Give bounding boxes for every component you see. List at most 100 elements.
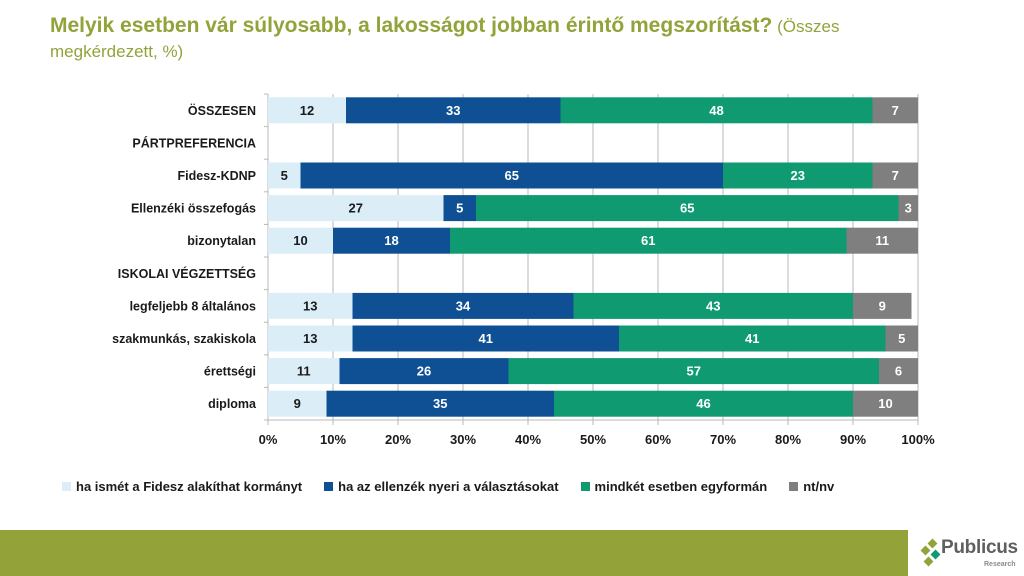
- data-label: 23: [791, 168, 805, 183]
- category-label: PÁRTPREFERENCIA: [132, 135, 256, 150]
- legend-item: mindkét esetben egyformán: [580, 479, 768, 494]
- data-label: 57: [687, 364, 701, 379]
- x-tick-label: 70%: [710, 432, 736, 447]
- bar-segment: [268, 97, 346, 124]
- x-axis: 0% 10% 20% 30% 40% 50% 60% 70% 80% 90% 100%: [259, 432, 935, 447]
- data-label: 27: [349, 201, 363, 216]
- data-label: 7: [892, 103, 899, 118]
- legend-item: nt/nv: [789, 479, 834, 494]
- data-label: 10: [878, 396, 892, 411]
- x-tick-label: 60%: [645, 432, 671, 447]
- bar-segment: [326, 390, 554, 417]
- data-label: 26: [417, 364, 431, 379]
- data-label: 46: [696, 396, 710, 411]
- category-label: Ellenzéki összefogás: [131, 202, 256, 216]
- bar-segment: [619, 325, 886, 352]
- x-tick-label: 90%: [840, 432, 866, 447]
- category-label: Fidesz-KDNP: [178, 169, 256, 183]
- bar-segment: [885, 325, 918, 352]
- data-label: 65: [680, 201, 694, 216]
- data-label: 13: [303, 331, 317, 346]
- legend: ha ismét a Fidesz alakíthat kormányt ha a…: [62, 479, 856, 494]
- x-tick-label: 80%: [775, 432, 801, 447]
- legend-swatch: [789, 482, 799, 491]
- category-label: bizonytalan: [187, 234, 256, 248]
- chart-title-main: Melyik esetben vár súlyosabb, a lakosság…: [50, 14, 773, 37]
- legend-label: ha az ellenzék nyeri a választásokat: [338, 479, 559, 494]
- publicus-logo: Publicus Research: [917, 535, 1024, 573]
- data-label: 41: [479, 331, 493, 346]
- bar-segment: [268, 358, 340, 385]
- data-label: 18: [384, 233, 398, 248]
- bar-segment: [872, 97, 918, 124]
- legend-label: ha ismét a Fidesz alakíthat kormányt: [76, 479, 303, 494]
- data-label: 48: [709, 103, 723, 118]
- logo-sub-text: Research: [984, 561, 1016, 568]
- bar-segment: [346, 97, 561, 124]
- bar-segment: [300, 162, 723, 189]
- logo-brand-text: Publicus: [941, 537, 1018, 558]
- data-label: 6: [895, 364, 902, 379]
- legend-swatch: [580, 482, 590, 491]
- category-label: érettségi: [204, 365, 256, 379]
- data-label: 5: [898, 331, 905, 346]
- data-label: 5: [281, 168, 288, 183]
- data-label: 3: [905, 201, 912, 216]
- legend-item: ha az ellenzék nyeri a választásokat: [324, 479, 559, 494]
- legend-label: mindkét esetben egyformán: [594, 479, 768, 494]
- legend-label: nt/nv: [803, 479, 835, 494]
- x-tick-label: 20%: [385, 432, 411, 447]
- data-label: 35: [433, 396, 447, 411]
- bar-segment: [476, 195, 899, 222]
- data-label: 7: [892, 168, 899, 183]
- legend-swatch: [62, 482, 71, 491]
- bar-segment: [898, 195, 918, 222]
- bar-segment: [268, 292, 353, 319]
- legend-item: ha ismét a Fidesz alakíthat kormányt: [62, 479, 302, 494]
- x-tick-label: 40%: [515, 432, 541, 447]
- chart-title: Melyik esetben vár súlyosabb, a lakosság…: [50, 14, 930, 65]
- bar-segment: [352, 292, 574, 319]
- bar-segment: [443, 195, 476, 222]
- bar-segment: [573, 292, 853, 319]
- logo-diamonds-icon: [920, 538, 941, 567]
- bar-segment: [846, 227, 918, 254]
- bar-segment: [268, 325, 353, 352]
- category-label: ÖSSZESEN: [188, 103, 256, 118]
- category-label: ISKOLAI VÉGZETTSÉG: [118, 266, 256, 281]
- bar-segment: [333, 227, 450, 254]
- data-label: 33: [446, 103, 460, 118]
- data-label: 12: [300, 103, 314, 118]
- bar-segment: [508, 358, 879, 385]
- category-label: szakmunkás, szakiskola: [112, 332, 257, 346]
- data-label: 5: [456, 201, 463, 216]
- bar-segment: [554, 390, 853, 417]
- data-label: 9: [294, 396, 301, 411]
- data-label: 11: [297, 364, 311, 379]
- bar-segment: [268, 195, 444, 222]
- x-tick-label: 10%: [320, 432, 346, 447]
- bar-segment: [879, 358, 918, 385]
- bar-segment: [339, 358, 509, 385]
- bar-segment: [268, 162, 301, 189]
- data-label: 34: [456, 298, 471, 313]
- x-tick-label: 0%: [259, 432, 278, 447]
- data-label: 10: [293, 233, 307, 248]
- data-label: 41: [745, 331, 759, 346]
- data-label: 9: [879, 298, 886, 313]
- legend-swatch: [324, 482, 334, 491]
- data-label: 65: [505, 168, 519, 183]
- x-tick-label: 30%: [450, 432, 476, 447]
- x-tick-label: 100%: [901, 432, 935, 447]
- bar-segment: [268, 227, 333, 254]
- bar-segment: [352, 325, 619, 352]
- bar-segment: [723, 162, 873, 189]
- chart-title-subtitle: (Összes megkérdezett, %): [50, 17, 840, 61]
- x-tick-label: 50%: [580, 432, 606, 447]
- bar-segment: [872, 162, 918, 189]
- footer-bar: [0, 530, 908, 576]
- bar-segment: [268, 390, 327, 417]
- data-label: 11: [875, 233, 889, 248]
